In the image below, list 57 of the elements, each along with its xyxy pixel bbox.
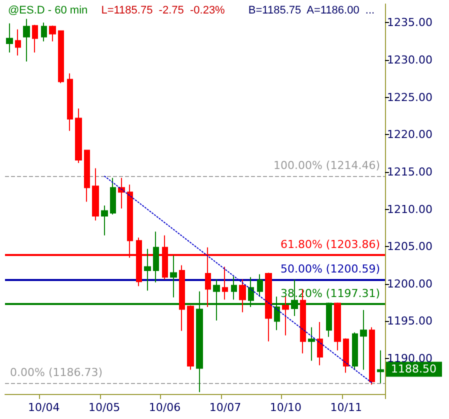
candlestick: [360, 310, 367, 370]
candlestick: [231, 276, 237, 300]
y-tick-label: 1225.00: [387, 90, 432, 104]
y-tick-label: 1230.00: [387, 53, 432, 66]
candlestick: [118, 177, 125, 210]
x-tick-label: 10/05: [88, 401, 120, 414]
candlestick: [92, 168, 99, 221]
candlestick: [41, 22, 47, 42]
candlestick: [101, 205, 108, 236]
candlestick: [15, 28, 21, 56]
y-tick-label: 1190.00: [387, 352, 432, 366]
candlestick: [239, 278, 246, 313]
candlestick: [170, 255, 177, 298]
y-tick-label: 1215.00: [387, 165, 432, 178]
candlestick: [32, 24, 38, 54]
candlestick: [84, 150, 90, 202]
y-tick-label: 1210.00: [387, 202, 432, 216]
ref-line-label: 61.80% (1203.86): [280, 238, 380, 252]
candlestick: [257, 274, 263, 298]
candlestick: [377, 350, 384, 384]
ref-line-label: 0.00% (1186.73): [10, 366, 103, 379]
candlestick: [343, 338, 349, 374]
candlestick: [282, 296, 289, 336]
annotation: B=1185.75 A=1186.00 ...: [248, 4, 375, 16]
y-tick-label: 1220.00: [387, 128, 432, 142]
y-tick-label: 1200.00: [387, 277, 432, 290]
candlestick: [49, 25, 56, 42]
candlestick: [23, 18, 30, 62]
y-tick-label: 1235.00: [387, 16, 432, 30]
candlestick: [75, 108, 82, 164]
candlestick: [153, 231, 159, 283]
ref-line-label: 50.00% (1200.59): [280, 262, 380, 276]
ref-line-label: 100.00% (1214.46): [273, 158, 380, 172]
candlestick: [187, 305, 194, 370]
candlestick: [334, 302, 341, 351]
candlestick: [67, 72, 73, 132]
candlestick: [144, 248, 151, 292]
candlestick: [110, 177, 116, 215]
text: 1188.50: [391, 362, 436, 376]
y-tick-label: 1195.00: [387, 314, 432, 328]
candlestick: [317, 321, 323, 366]
chart-title: @ES.D - 60 min: [8, 4, 88, 16]
x-tick-label: 10/11: [330, 401, 362, 414]
x-tick-label: 10/10: [270, 401, 302, 414]
y-tick-label: 1205.00: [387, 240, 432, 254]
candlestick: [352, 332, 358, 370]
x-tick-label: 10/04: [28, 401, 60, 414]
candlestick: [308, 326, 315, 362]
x-tick-label: 10/07: [209, 401, 242, 414]
candlestick: [222, 266, 228, 300]
candlestick: [265, 272, 272, 342]
candlestick: [179, 264, 185, 332]
annotation: L=1185.75 -2.75 -0.23%: [101, 4, 226, 16]
x-tick-label: 10/06: [148, 401, 181, 414]
candlestick: [6, 22, 13, 54]
candlestick: [369, 326, 375, 386]
candlestick: [58, 30, 64, 84]
